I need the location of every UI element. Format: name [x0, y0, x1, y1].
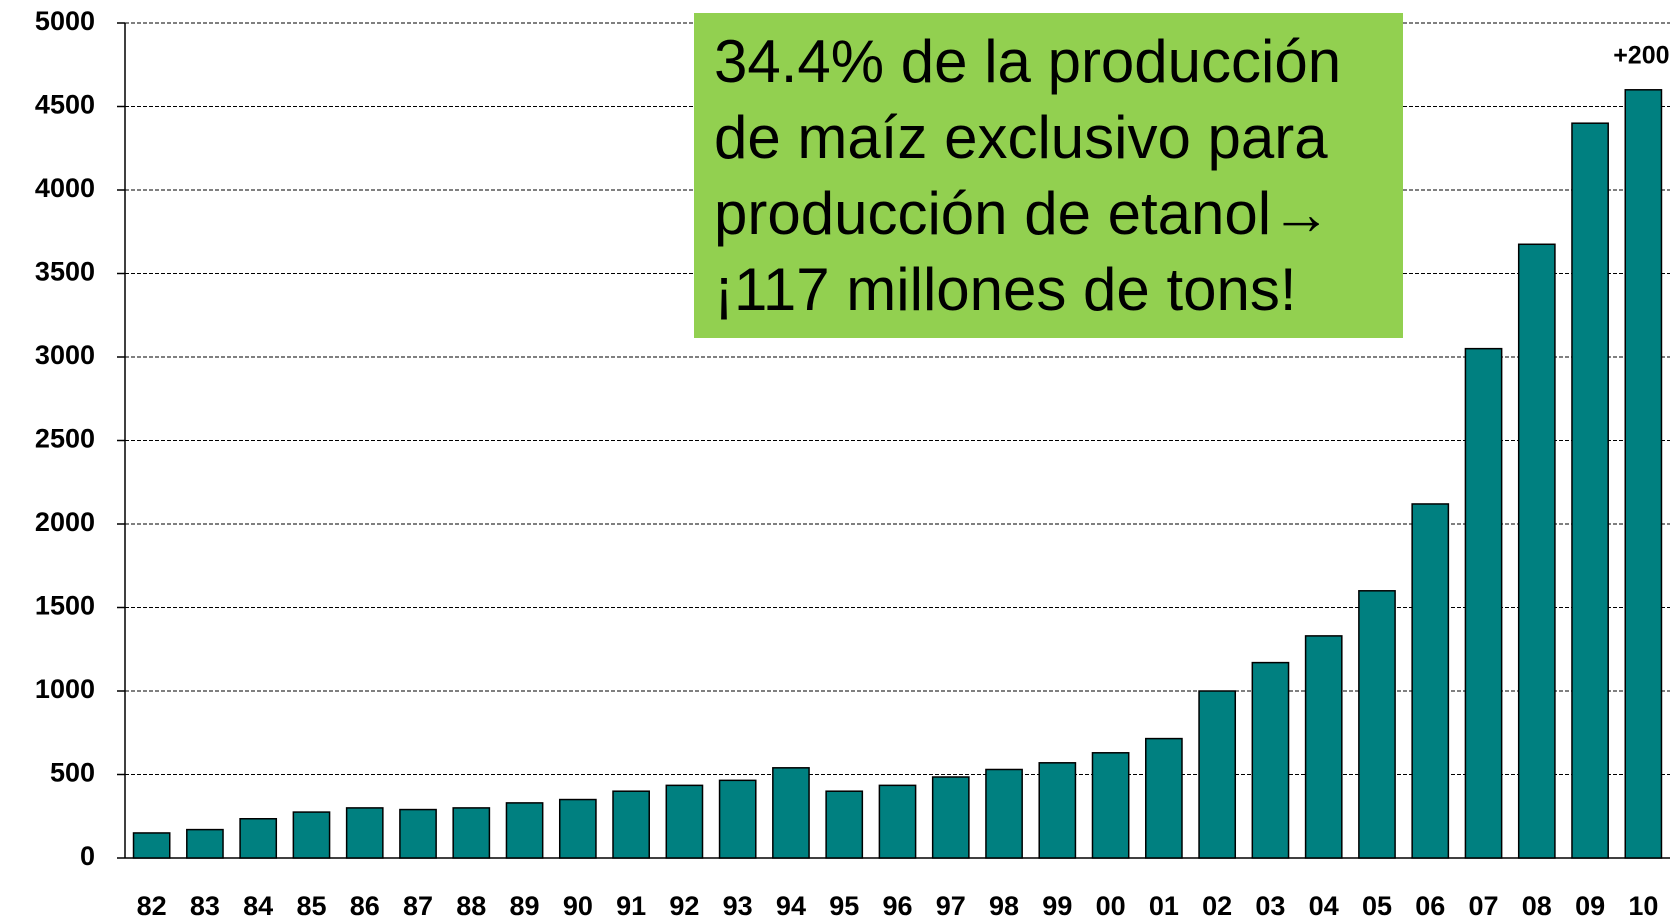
- bar: [718, 779, 757, 859]
- x-tick-label: 97: [936, 891, 966, 921]
- y-tick-label: 3500: [35, 257, 95, 287]
- bar: [1571, 122, 1609, 859]
- bar: [985, 768, 1023, 859]
- bar: [1624, 89, 1663, 859]
- callout-box: [694, 13, 1403, 338]
- bar: [1198, 690, 1237, 859]
- bar: [1464, 347, 1503, 859]
- bar: [558, 798, 597, 859]
- bar: [292, 811, 331, 859]
- x-tick-label: 02: [1202, 891, 1232, 921]
- bar: [505, 802, 544, 859]
- y-tick-label: 4500: [35, 90, 95, 120]
- x-tick-label: 90: [563, 891, 593, 921]
- x-tick-label: 94: [776, 891, 806, 921]
- y-tick-label: 5000: [35, 6, 95, 36]
- x-tick-label: 83: [190, 891, 220, 921]
- x-tick-label: 86: [350, 891, 380, 921]
- bar: [1358, 590, 1396, 859]
- x-tick-label: 01: [1149, 891, 1179, 921]
- bar: [665, 784, 704, 859]
- x-tick-label: 08: [1522, 891, 1552, 921]
- x-tick-label: 84: [243, 891, 273, 921]
- y-tick-label: 3000: [35, 340, 95, 370]
- bar: [1517, 243, 1556, 859]
- x-tick-label: 95: [829, 891, 859, 921]
- y-tick-label: 4000: [35, 173, 95, 203]
- callout-text: ¡117 millones de tons!: [714, 256, 1297, 323]
- bar: [1411, 503, 1450, 859]
- x-tick-label: 88: [456, 891, 486, 921]
- x-tick-label: 87: [403, 891, 433, 921]
- bar: [1091, 752, 1130, 859]
- x-tick-label: 82: [137, 891, 167, 921]
- annotation: +200: [1613, 41, 1669, 69]
- x-tick-label: 89: [510, 891, 540, 921]
- y-tick-label: 500: [50, 758, 95, 788]
- bar: [772, 767, 810, 859]
- x-tick-label: 91: [616, 891, 646, 921]
- bar: [239, 818, 278, 859]
- y-tick-label: 0: [80, 841, 95, 871]
- x-tick-label: 04: [1309, 891, 1339, 921]
- bar: [132, 832, 171, 859]
- x-tick-label: 85: [296, 891, 326, 921]
- bar: [1038, 762, 1077, 859]
- x-tick-label: 98: [989, 891, 1019, 921]
- y-tick-label: 1500: [35, 591, 95, 621]
- x-tick-label: 99: [1042, 891, 1072, 921]
- x-tick-label: 96: [882, 891, 912, 921]
- x-tick-label: 10: [1628, 891, 1658, 921]
- x-tick-label: 09: [1575, 891, 1605, 921]
- y-tick-label: 1000: [35, 674, 95, 704]
- bar: [399, 808, 437, 859]
- bar: [931, 776, 970, 859]
- bar: [452, 807, 491, 859]
- callout-text: de maíz exclusivo para: [714, 104, 1328, 171]
- bar: [612, 790, 650, 859]
- x-tick-label: 03: [1255, 891, 1285, 921]
- bar: [1145, 737, 1183, 859]
- callout-text: 34.4% de la producción: [714, 28, 1341, 95]
- x-tick-label: 06: [1415, 891, 1445, 921]
- bar: [345, 807, 384, 859]
- x-tick-label: 00: [1096, 891, 1126, 921]
- bar: [1251, 661, 1290, 859]
- callout-text: producción de etanol→: [714, 180, 1331, 247]
- y-tick-label: 2500: [35, 424, 95, 454]
- bar: [878, 784, 917, 859]
- bar: [186, 828, 224, 859]
- x-tick-label: 93: [723, 891, 753, 921]
- x-tick-label: 07: [1469, 891, 1499, 921]
- y-tick-label: 2000: [35, 507, 95, 537]
- bar: [825, 790, 864, 859]
- x-tick-label: 05: [1362, 891, 1392, 921]
- bar: [1304, 635, 1343, 859]
- x-tick-label: 92: [669, 891, 699, 921]
